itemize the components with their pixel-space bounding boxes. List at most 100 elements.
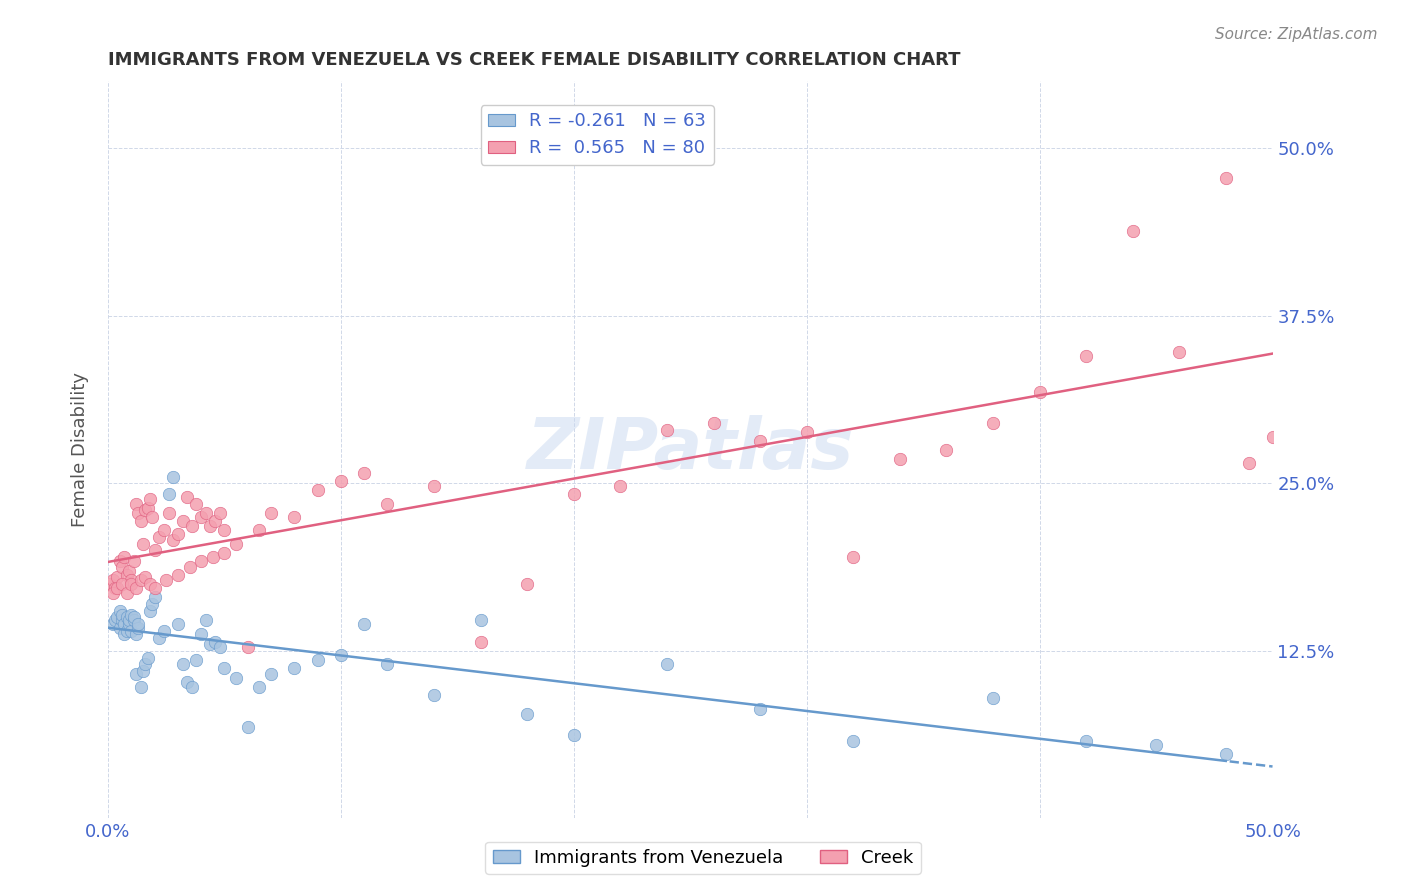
Point xyxy=(260,666,283,681)
Point xyxy=(353,466,375,480)
Point xyxy=(377,657,399,672)
Point xyxy=(125,626,148,640)
Point xyxy=(180,519,202,533)
Point xyxy=(139,604,162,618)
Point xyxy=(1168,345,1191,359)
Y-axis label: Female Disability: Female Disability xyxy=(72,372,89,527)
Point xyxy=(129,573,152,587)
Point xyxy=(105,610,128,624)
Point xyxy=(132,537,155,551)
Point xyxy=(118,564,141,578)
Point xyxy=(423,479,446,493)
Point xyxy=(108,621,131,635)
Point xyxy=(172,657,194,672)
Point xyxy=(112,626,135,640)
Point xyxy=(236,640,259,654)
Point xyxy=(129,680,152,694)
Point xyxy=(155,573,177,587)
Point xyxy=(190,554,212,568)
Point xyxy=(981,416,1004,430)
Point xyxy=(162,469,184,483)
Point xyxy=(157,506,180,520)
Point xyxy=(1076,349,1098,363)
Point xyxy=(562,728,585,742)
Point xyxy=(115,567,138,582)
Point xyxy=(655,423,678,437)
Point xyxy=(136,500,159,515)
Point xyxy=(423,688,446,702)
Point xyxy=(139,577,162,591)
Point xyxy=(176,674,198,689)
Point xyxy=(307,483,329,497)
Point xyxy=(703,416,725,430)
Point xyxy=(167,567,190,582)
Point xyxy=(125,581,148,595)
Point xyxy=(162,533,184,547)
Point xyxy=(122,610,145,624)
Point xyxy=(132,664,155,678)
Point xyxy=(167,527,190,541)
Text: Source: ZipAtlas.com: Source: ZipAtlas.com xyxy=(1215,27,1378,42)
Point xyxy=(134,503,156,517)
Point xyxy=(214,524,236,538)
Point xyxy=(329,648,352,662)
Point xyxy=(122,613,145,627)
Point xyxy=(120,573,142,587)
Point xyxy=(200,637,222,651)
Point xyxy=(225,671,247,685)
Point xyxy=(1215,170,1237,185)
Point xyxy=(153,624,176,638)
Point xyxy=(749,701,772,715)
Point xyxy=(609,479,631,493)
Point xyxy=(655,657,678,672)
Point xyxy=(101,586,124,600)
Point xyxy=(1215,747,1237,761)
Point xyxy=(842,550,865,565)
Point xyxy=(125,666,148,681)
Legend: R = -0.261   N = 63, R =  0.565   N = 80: R = -0.261 N = 63, R = 0.565 N = 80 xyxy=(481,105,713,165)
Point xyxy=(214,661,236,675)
Point xyxy=(208,640,231,654)
Point xyxy=(283,661,305,675)
Point xyxy=(143,591,166,605)
Point xyxy=(101,573,124,587)
Point xyxy=(118,617,141,632)
Point xyxy=(129,514,152,528)
Point xyxy=(101,617,124,632)
Point xyxy=(134,570,156,584)
Point xyxy=(377,496,399,510)
Point xyxy=(180,680,202,694)
Point xyxy=(118,613,141,627)
Point xyxy=(329,474,352,488)
Point xyxy=(208,506,231,520)
Legend: Immigrants from Venezuela, Creek: Immigrants from Venezuela, Creek xyxy=(485,842,921,874)
Point xyxy=(190,626,212,640)
Point xyxy=(112,617,135,632)
Point xyxy=(105,570,128,584)
Point xyxy=(120,624,142,638)
Point xyxy=(111,577,134,591)
Text: ZIPatlas: ZIPatlas xyxy=(527,416,853,484)
Point xyxy=(111,613,134,627)
Point xyxy=(108,604,131,618)
Point xyxy=(143,581,166,595)
Point xyxy=(225,537,247,551)
Point xyxy=(194,506,217,520)
Point xyxy=(111,607,134,622)
Point xyxy=(353,617,375,632)
Point xyxy=(204,634,226,648)
Point xyxy=(236,720,259,734)
Point xyxy=(1144,738,1167,752)
Point xyxy=(516,577,538,591)
Point xyxy=(127,617,149,632)
Point xyxy=(204,514,226,528)
Point xyxy=(307,653,329,667)
Point xyxy=(134,657,156,672)
Point xyxy=(186,496,208,510)
Point xyxy=(105,581,128,595)
Point xyxy=(139,492,162,507)
Point xyxy=(1261,429,1284,443)
Point xyxy=(516,706,538,721)
Point xyxy=(141,597,163,611)
Point xyxy=(172,514,194,528)
